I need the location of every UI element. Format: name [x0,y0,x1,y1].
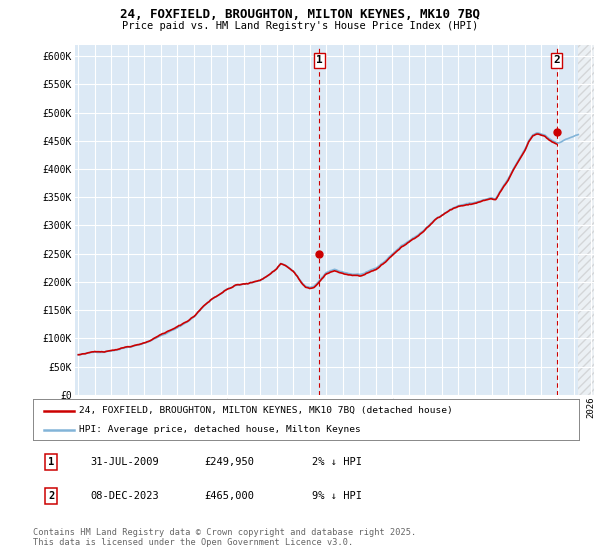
Text: 31-JUL-2009: 31-JUL-2009 [90,457,159,467]
Text: HPI: Average price, detached house, Milton Keynes: HPI: Average price, detached house, Milt… [79,425,361,434]
Text: 1: 1 [48,457,54,467]
Text: 08-DEC-2023: 08-DEC-2023 [90,491,159,501]
Text: Price paid vs. HM Land Registry's House Price Index (HPI): Price paid vs. HM Land Registry's House … [122,21,478,31]
Text: £249,950: £249,950 [204,457,254,467]
Text: 2: 2 [553,55,560,66]
Text: 24, FOXFIELD, BROUGHTON, MILTON KEYNES, MK10 7BQ: 24, FOXFIELD, BROUGHTON, MILTON KEYNES, … [120,8,480,21]
Text: 24, FOXFIELD, BROUGHTON, MILTON KEYNES, MK10 7BQ (detached house): 24, FOXFIELD, BROUGHTON, MILTON KEYNES, … [79,406,453,415]
Text: 2: 2 [48,491,54,501]
Text: £465,000: £465,000 [204,491,254,501]
Text: 9% ↓ HPI: 9% ↓ HPI [312,491,362,501]
Text: 1: 1 [316,55,323,66]
Text: Contains HM Land Registry data © Crown copyright and database right 2025.
This d: Contains HM Land Registry data © Crown c… [33,528,416,547]
Text: 2% ↓ HPI: 2% ↓ HPI [312,457,362,467]
